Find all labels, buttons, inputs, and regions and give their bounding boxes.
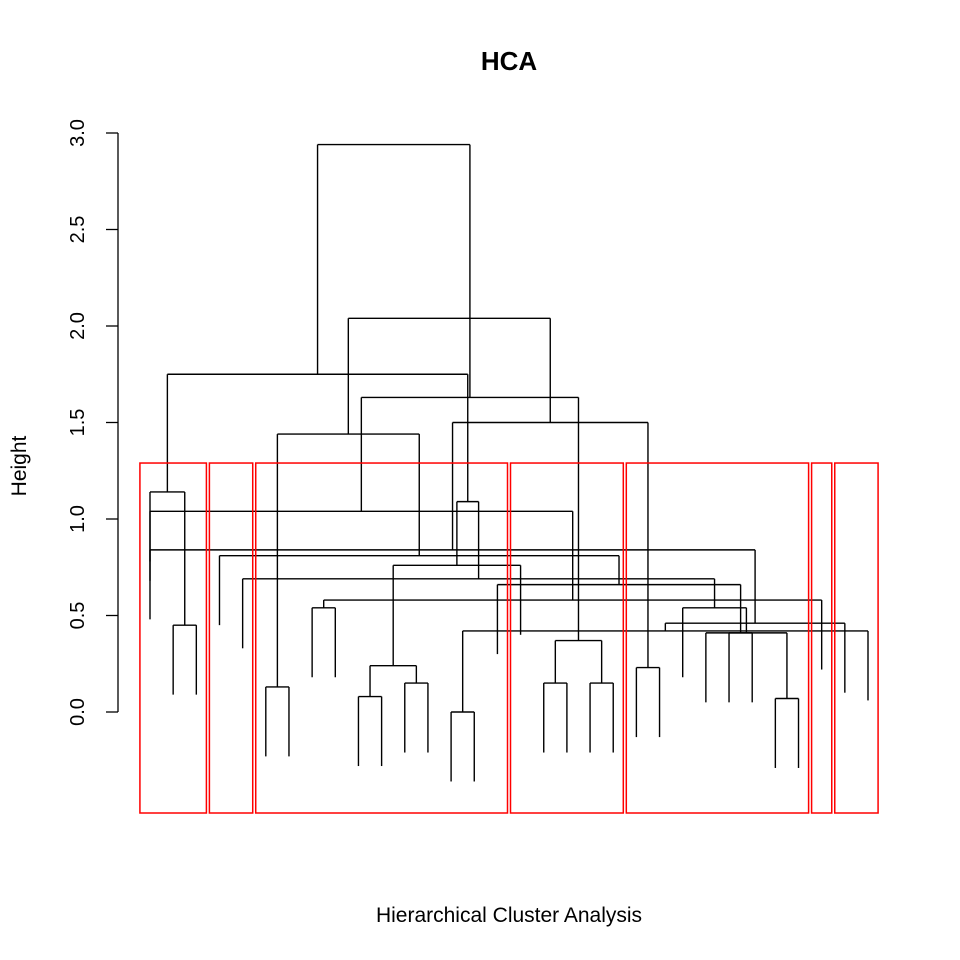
chart-title: HCA [481, 46, 538, 76]
cluster-box [834, 462, 879, 814]
cluster-box [208, 462, 254, 814]
cluster-box [625, 462, 810, 814]
x-axis-label: Hierarchical Cluster Analysis [376, 904, 642, 927]
cluster-boxes [139, 462, 879, 814]
dendrogram-tree [149, 143, 869, 782]
y-tick-label: 2.0 [67, 312, 89, 340]
y-tick-label: 1.5 [67, 409, 89, 437]
y-tick-label: 1.0 [67, 505, 89, 533]
y-tick-label: 0.5 [67, 602, 89, 630]
cluster-box [509, 462, 625, 814]
y-axis: 0.0 0.5 1.0 1.5 2.0 2.5 3.0 [67, 119, 119, 726]
y-axis-label: Height [8, 435, 31, 496]
cluster-box [139, 462, 208, 814]
cluster-box [810, 462, 833, 814]
y-tick-label: 2.5 [67, 216, 89, 244]
y-tick-label: 0.0 [67, 698, 89, 726]
y-tick-label: 3.0 [67, 119, 89, 147]
cluster-box [254, 462, 509, 814]
